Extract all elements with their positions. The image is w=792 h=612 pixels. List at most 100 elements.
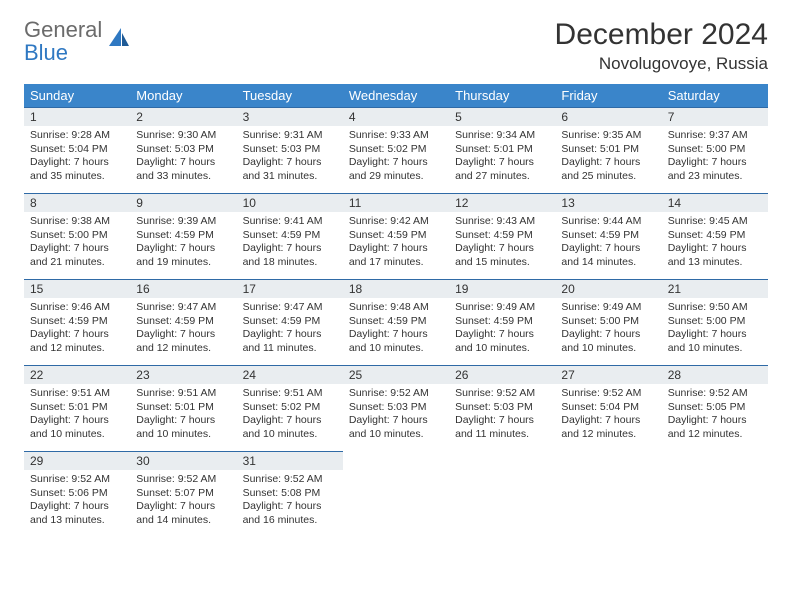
calendar-day-cell: 11Sunrise: 9:42 AMSunset: 4:59 PMDayligh… (343, 194, 449, 280)
daylight-line1: Daylight: 7 hours (30, 500, 124, 514)
day-number: 31 (237, 452, 343, 470)
sunrise-text: Sunrise: 9:49 AM (561, 301, 655, 315)
day-number: 21 (662, 280, 768, 298)
calendar-day-cell: 7Sunrise: 9:37 AMSunset: 5:00 PMDaylight… (662, 108, 768, 194)
calendar-body: 1Sunrise: 9:28 AMSunset: 5:04 PMDaylight… (24, 108, 768, 538)
day-number: 7 (662, 108, 768, 126)
sunset-text: Sunset: 4:59 PM (561, 229, 655, 243)
daylight-line1: Daylight: 7 hours (136, 156, 230, 170)
sunset-text: Sunset: 4:59 PM (136, 229, 230, 243)
sunrise-text: Sunrise: 9:44 AM (561, 215, 655, 229)
sunrise-text: Sunrise: 9:50 AM (668, 301, 762, 315)
daylight-line2: and 12 minutes. (561, 428, 655, 442)
calendar-day-cell: 17Sunrise: 9:47 AMSunset: 4:59 PMDayligh… (237, 280, 343, 366)
sunrise-text: Sunrise: 9:46 AM (30, 301, 124, 315)
daylight-line1: Daylight: 7 hours (30, 328, 124, 342)
day-details: Sunrise: 9:35 AMSunset: 5:01 PMDaylight:… (555, 126, 661, 188)
sunset-text: Sunset: 5:03 PM (243, 143, 337, 157)
calendar-week-row: 29Sunrise: 9:52 AMSunset: 5:06 PMDayligh… (24, 452, 768, 538)
calendar-page: General Blue December 2024 Novolugovoye,… (0, 0, 792, 548)
sunrise-text: Sunrise: 9:47 AM (136, 301, 230, 315)
daylight-line1: Daylight: 7 hours (561, 328, 655, 342)
calendar-day-cell: 2Sunrise: 9:30 AMSunset: 5:03 PMDaylight… (130, 108, 236, 194)
calendar-day-cell: 27Sunrise: 9:52 AMSunset: 5:04 PMDayligh… (555, 366, 661, 452)
sunrise-text: Sunrise: 9:33 AM (349, 129, 443, 143)
day-number: 12 (449, 194, 555, 212)
daylight-line2: and 11 minutes. (455, 428, 549, 442)
daylight-line2: and 10 minutes. (30, 428, 124, 442)
daylight-line2: and 10 minutes. (561, 342, 655, 356)
sunset-text: Sunset: 4:59 PM (136, 315, 230, 329)
calendar-day-cell: 20Sunrise: 9:49 AMSunset: 5:00 PMDayligh… (555, 280, 661, 366)
calendar-day-cell (662, 452, 768, 538)
daylight-line2: and 25 minutes. (561, 170, 655, 184)
sunrise-text: Sunrise: 9:47 AM (243, 301, 337, 315)
daylight-line1: Daylight: 7 hours (349, 414, 443, 428)
sunset-text: Sunset: 5:00 PM (561, 315, 655, 329)
calendar-day-cell: 21Sunrise: 9:50 AMSunset: 5:00 PMDayligh… (662, 280, 768, 366)
daylight-line1: Daylight: 7 hours (136, 500, 230, 514)
day-details: Sunrise: 9:33 AMSunset: 5:02 PMDaylight:… (343, 126, 449, 188)
daylight-line2: and 35 minutes. (30, 170, 124, 184)
day-details: Sunrise: 9:38 AMSunset: 5:00 PMDaylight:… (24, 212, 130, 274)
day-number: 28 (662, 366, 768, 384)
sunset-text: Sunset: 4:59 PM (455, 229, 549, 243)
sunset-text: Sunset: 5:02 PM (349, 143, 443, 157)
sunrise-text: Sunrise: 9:42 AM (349, 215, 443, 229)
daylight-line2: and 21 minutes. (30, 256, 124, 270)
daylight-line2: and 12 minutes. (136, 342, 230, 356)
day-number: 16 (130, 280, 236, 298)
weekday-header: Tuesday (237, 84, 343, 108)
sunrise-text: Sunrise: 9:38 AM (30, 215, 124, 229)
daylight-line1: Daylight: 7 hours (136, 242, 230, 256)
sunset-text: Sunset: 5:04 PM (561, 401, 655, 415)
sunrise-text: Sunrise: 9:51 AM (243, 387, 337, 401)
daylight-line2: and 10 minutes. (243, 428, 337, 442)
day-number: 26 (449, 366, 555, 384)
daylight-line2: and 29 minutes. (349, 170, 443, 184)
daylight-line1: Daylight: 7 hours (455, 242, 549, 256)
day-number: 3 (237, 108, 343, 126)
daylight-line1: Daylight: 7 hours (243, 500, 337, 514)
day-number: 14 (662, 194, 768, 212)
daylight-line1: Daylight: 7 hours (136, 328, 230, 342)
calendar-day-cell (555, 452, 661, 538)
weekday-header: Thursday (449, 84, 555, 108)
weekday-header: Friday (555, 84, 661, 108)
daylight-line1: Daylight: 7 hours (243, 156, 337, 170)
day-details: Sunrise: 9:47 AMSunset: 4:59 PMDaylight:… (237, 298, 343, 360)
calendar-day-cell: 30Sunrise: 9:52 AMSunset: 5:07 PMDayligh… (130, 452, 236, 538)
daylight-line2: and 12 minutes. (668, 428, 762, 442)
daylight-line1: Daylight: 7 hours (243, 328, 337, 342)
daylight-line2: and 13 minutes. (668, 256, 762, 270)
sunrise-text: Sunrise: 9:30 AM (136, 129, 230, 143)
location-label: Novolugovoye, Russia (555, 54, 768, 74)
sunrise-text: Sunrise: 9:51 AM (30, 387, 124, 401)
day-number: 15 (24, 280, 130, 298)
daylight-line2: and 15 minutes. (455, 256, 549, 270)
day-number: 8 (24, 194, 130, 212)
sunset-text: Sunset: 5:02 PM (243, 401, 337, 415)
day-number: 2 (130, 108, 236, 126)
daylight-line1: Daylight: 7 hours (243, 242, 337, 256)
day-number: 1 (24, 108, 130, 126)
sunset-text: Sunset: 5:04 PM (30, 143, 124, 157)
calendar-day-cell: 5Sunrise: 9:34 AMSunset: 5:01 PMDaylight… (449, 108, 555, 194)
day-details: Sunrise: 9:52 AMSunset: 5:03 PMDaylight:… (449, 384, 555, 446)
daylight-line2: and 27 minutes. (455, 170, 549, 184)
sunrise-text: Sunrise: 9:41 AM (243, 215, 337, 229)
day-details: Sunrise: 9:28 AMSunset: 5:04 PMDaylight:… (24, 126, 130, 188)
day-number: 13 (555, 194, 661, 212)
sunrise-text: Sunrise: 9:52 AM (136, 473, 230, 487)
daylight-line2: and 10 minutes. (455, 342, 549, 356)
month-title: December 2024 (555, 18, 768, 52)
day-number: 19 (449, 280, 555, 298)
day-number: 24 (237, 366, 343, 384)
daylight-line1: Daylight: 7 hours (455, 328, 549, 342)
daylight-line1: Daylight: 7 hours (349, 156, 443, 170)
calendar-day-cell: 10Sunrise: 9:41 AMSunset: 4:59 PMDayligh… (237, 194, 343, 280)
header: General Blue December 2024 Novolugovoye,… (24, 18, 768, 74)
brand-logo: General Blue (24, 18, 132, 64)
daylight-line1: Daylight: 7 hours (30, 414, 124, 428)
daylight-line1: Daylight: 7 hours (455, 156, 549, 170)
